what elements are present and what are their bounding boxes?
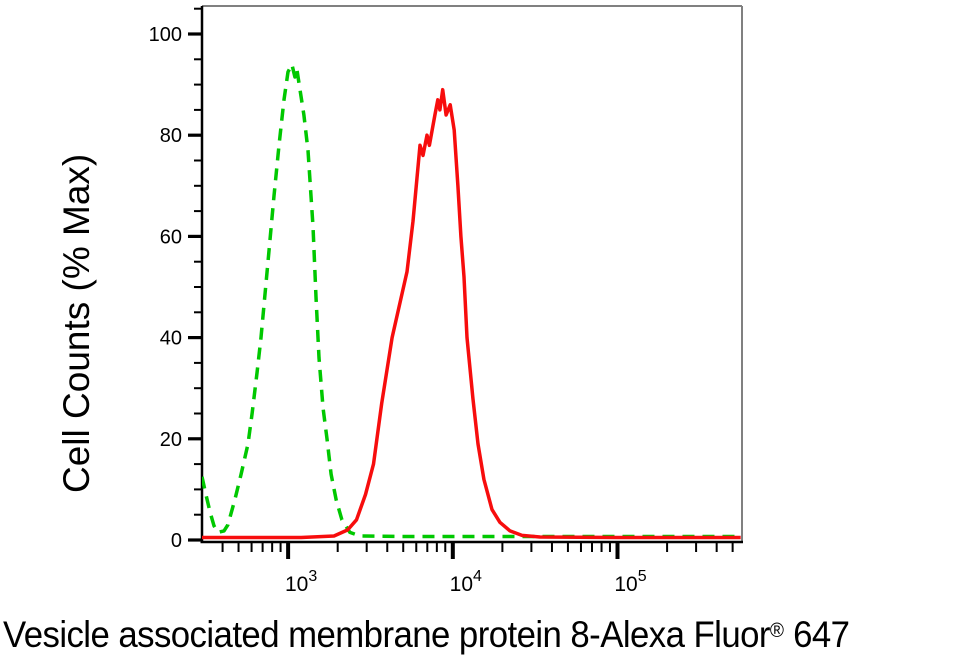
- y-tick-label: 0: [171, 530, 182, 552]
- x-tick-label: 105: [614, 568, 646, 596]
- red-solid-stained-curve: [202, 87, 741, 540]
- y-axis-ticks: 0 20 40 60 80 100: [149, 7, 202, 552]
- y-tick-label: 20: [160, 429, 182, 451]
- y-tick-label: 60: [160, 226, 182, 248]
- registered-trademark-symbol: ®: [769, 619, 785, 642]
- x-axis-ticks: 103 104 105: [221, 542, 734, 596]
- y-axis-title: Cell Counts (% Max): [56, 153, 97, 493]
- x-tick-label: 104: [450, 568, 482, 596]
- y-tick-label: 80: [160, 125, 182, 147]
- y-tick-label: 40: [160, 328, 182, 350]
- y-tick-label: 100: [149, 24, 182, 46]
- plot-spines: [200, 5, 743, 544]
- histogram-curves: [202, 62, 741, 540]
- x-tick-label: 103: [285, 568, 317, 596]
- x-axis-title: Vesicle associated membrane protein 8-Al…: [3, 614, 850, 657]
- x-axis-title-text: Vesicle associated membrane protein 8-Al…: [3, 614, 770, 655]
- green-dashed-control-curve: [202, 62, 741, 539]
- x-axis-title-suffix: 647: [784, 614, 850, 655]
